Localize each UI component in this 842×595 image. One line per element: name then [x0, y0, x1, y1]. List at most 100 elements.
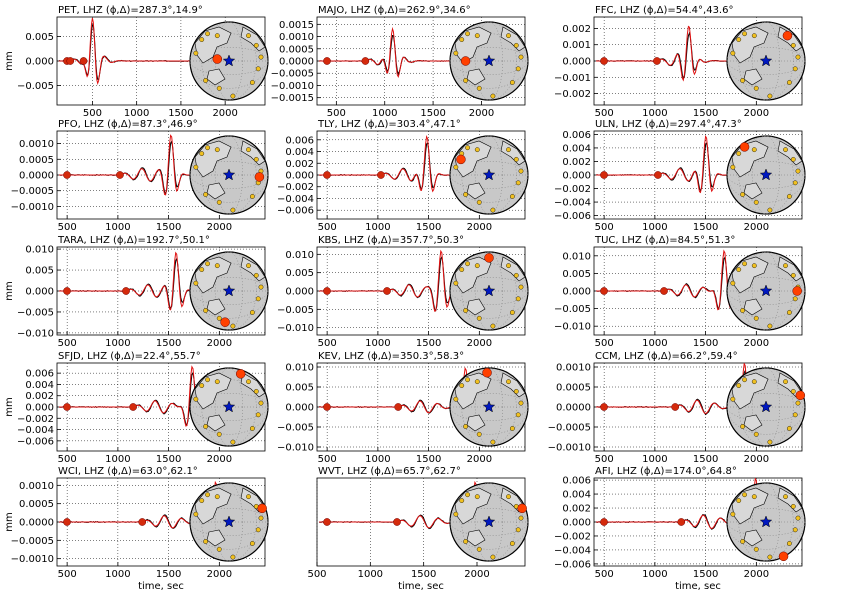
x-tick-label: 1000 [105, 338, 130, 349]
y-tick-label: 0.005 [562, 269, 591, 280]
orange-circle-icon [790, 156, 796, 162]
orange-circle-icon [736, 151, 742, 156]
y-tick-label: 0.0010 [279, 32, 314, 43]
continent-north-america [500, 26, 526, 52]
globe-meridian [475, 482, 503, 562]
subplot-tara: 500 1000 1500 2000 0.010 0.005 0.000 −0.005 −0.0… [4, 235, 269, 349]
x-tick-label: 1500 [416, 222, 441, 233]
orange-circle-icon [518, 515, 524, 521]
y-tick-label: −0.005 [554, 304, 591, 315]
y-tick-label: −0.0015 [271, 93, 314, 104]
continent-north-america [240, 26, 266, 52]
orange-circle-icon [510, 426, 515, 431]
orange-circle-icon [795, 515, 801, 521]
orange-circle-icon [249, 426, 255, 431]
orange-circle-icon [474, 33, 480, 39]
orange-circle-icon [510, 194, 515, 199]
orange-circle-icon [193, 396, 199, 402]
y-tick-label: 0.006 [25, 369, 54, 380]
globe-parallel [189, 33, 269, 89]
x-tick-label: 2000 [744, 108, 769, 119]
x-tick-label: 500 [318, 338, 337, 349]
blue-star-icon [222, 54, 236, 67]
y-tick-label: 0.0005 [279, 44, 314, 55]
subplot-title: PFO, LHZ (ϕ,Δ)=87.3°,46.9° [58, 119, 198, 130]
orange-circle-icon [767, 93, 773, 99]
x-tick-label: 2000 [207, 222, 232, 233]
orange-circle-icon [490, 207, 496, 213]
globe-parallel [726, 147, 806, 203]
orange-circle-icon [767, 439, 773, 445]
y-tick-label: 0.0000 [279, 57, 314, 68]
y-tick-label: −0.001 [554, 73, 591, 84]
x-tick-label: 1000 [105, 222, 130, 233]
orange-circle-icon [513, 388, 519, 394]
orange-circle-icon [203, 424, 209, 429]
orange-circle-icon [460, 56, 471, 66]
x-tick-label: 1000 [642, 222, 667, 233]
y-tick-label: 0.0015 [279, 20, 314, 31]
orange-circle-icon [790, 388, 796, 394]
x-tick-label: 1500 [416, 454, 441, 465]
orange-circle-icon [230, 93, 236, 99]
globe-parallel [449, 379, 529, 435]
continent-asia [731, 372, 769, 410]
subplot-ccm: 500 1000 1500 2000 0.0010 0.0005 0.0000 −0.0005… [548, 351, 806, 465]
subplot-title: PET, LHZ (ϕ,Δ)=287.3°,14.9° [58, 5, 203, 16]
orange-circle-icon [792, 180, 798, 186]
continent-asia [454, 372, 492, 410]
x-tick-label: 500 [318, 454, 337, 465]
y-tick-label: −0.010 [277, 323, 314, 334]
orange-circle-icon [474, 263, 480, 269]
orange-circle-icon [249, 80, 255, 85]
y-tick-label: −0.010 [554, 322, 591, 333]
blue-star-icon [482, 515, 496, 528]
orange-circle-icon [246, 379, 251, 385]
y-tick-label: 0.004 [562, 143, 591, 154]
y-tick-label: 0.000 [25, 403, 54, 414]
globe-inset [449, 135, 529, 215]
subplot-ffc: 500 1000 1500 2000 0.002 0.001 0.000 −0.001 −0.0… [554, 5, 806, 119]
orange-circle-icon [253, 156, 259, 162]
y-tick-label: 0.0005 [556, 383, 591, 394]
y-tick-label: 0.000 [25, 287, 54, 298]
orange-circle-icon [736, 498, 742, 503]
globe-meridian [752, 21, 780, 101]
orange-circle-icon [453, 280, 459, 286]
y-tick-label: −0.006 [554, 559, 591, 570]
orange-circle-icon [751, 494, 757, 500]
y-tick-label: −0.0010 [548, 443, 591, 454]
orange-circle-icon [513, 156, 519, 162]
orange-circle-icon [235, 369, 246, 379]
x-tick-label: 1000 [372, 108, 397, 119]
orange-circle-icon [742, 492, 747, 498]
globe-parallel [449, 147, 529, 203]
orange-circle-icon [246, 147, 251, 153]
orange-circle-icon [740, 192, 745, 197]
continent-asia [194, 140, 232, 178]
x-tick-label: 2000 [744, 222, 769, 233]
orange-circle-icon [214, 379, 220, 385]
globe-inset [189, 367, 269, 447]
globe-parallel [449, 33, 529, 89]
globe-inset [726, 482, 806, 562]
orange-circle-icon [515, 527, 521, 533]
orange-circle-icon [205, 492, 210, 498]
orange-circle-icon [778, 551, 789, 562]
continent-asia [194, 372, 232, 410]
orange-circle-icon [199, 267, 205, 272]
orange-circle-icon [257, 503, 267, 514]
y-tick-label: 0.006 [562, 476, 591, 487]
orange-circle-icon [199, 383, 205, 388]
globe-parallel [189, 263, 269, 319]
x-tick-label: 500 [58, 338, 77, 349]
continent-australia [743, 182, 763, 200]
orange-circle-icon [518, 400, 524, 406]
red-dot-icon [600, 518, 608, 526]
red-dot-icon [63, 403, 71, 411]
y-tick-label: 0.002 [562, 157, 591, 168]
y-tick-label: 0.000 [562, 171, 591, 182]
orange-circle-icon [205, 31, 210, 37]
orange-circle-icon [474, 379, 480, 385]
y-tick-label: −0.0005 [271, 69, 314, 80]
